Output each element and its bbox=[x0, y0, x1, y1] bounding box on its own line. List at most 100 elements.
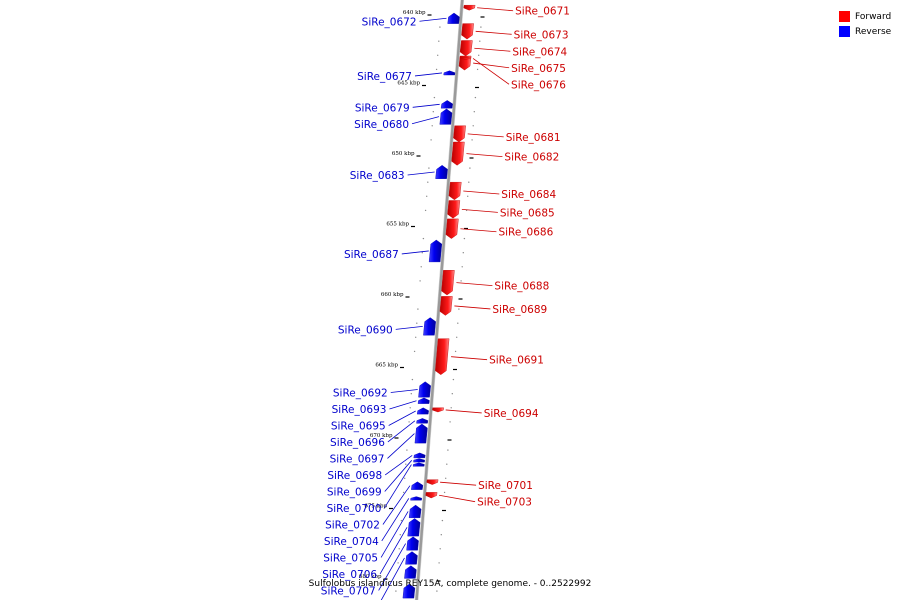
gene-label-sire-0692[interactable]: SiRe_0692 bbox=[333, 387, 388, 399]
gene-arrow-sire-0675[interactable] bbox=[458, 55, 472, 71]
gene-arrow-sire-0702[interactable] bbox=[411, 481, 424, 490]
gene-arrow-sire-0710[interactable] bbox=[402, 583, 416, 599]
gene-label-sire-0690[interactable]: SiRe_0690 bbox=[338, 324, 393, 336]
label-leader-line bbox=[380, 557, 405, 600]
gene-arrow-sire-0683[interactable] bbox=[435, 165, 448, 179]
gene-label-sire-0701[interactable]: SiRe_0701 bbox=[478, 480, 533, 492]
gene-label-sire-0693[interactable]: SiRe_0693 bbox=[332, 404, 387, 416]
gene-arrow-sire-0679[interactable] bbox=[440, 100, 453, 109]
gene-label-sire-0685[interactable]: SiRe_0685 bbox=[500, 207, 555, 219]
gene-label-sire-0700[interactable]: SiRe_0700 bbox=[327, 503, 382, 515]
gene-arrow-sire-0704[interactable] bbox=[410, 496, 423, 501]
gene-arrow-sire-0703[interactable] bbox=[425, 492, 438, 499]
gene-arrow-sire-0708[interactable] bbox=[405, 551, 418, 565]
gene-arrow-sire-0680[interactable] bbox=[439, 108, 453, 125]
gene-label-sire-0707[interactable]: SiRe_0707 bbox=[321, 585, 376, 597]
gene-arrow-sire-0706[interactable] bbox=[407, 518, 421, 537]
minor-tick bbox=[419, 280, 421, 282]
gene-label-sire-0704[interactable]: SiRe_0704 bbox=[324, 536, 379, 548]
gene-label-sire-0695[interactable]: SiRe_0695 bbox=[331, 420, 386, 432]
gene-label-sire-0688[interactable]: SiRe_0688 bbox=[494, 281, 549, 293]
gene-arrow-sire-0690[interactable] bbox=[423, 317, 436, 336]
minor-tick bbox=[415, 336, 417, 338]
minor-tick bbox=[462, 252, 464, 254]
scale-tick: 660 kbp bbox=[381, 292, 463, 300]
minor-tick bbox=[398, 548, 400, 550]
gene-label-sire-0696[interactable]: SiRe_0696 bbox=[330, 437, 385, 449]
gene-arrow-sire-0684[interactable] bbox=[448, 181, 462, 201]
legend-item-forward: Forward bbox=[839, 9, 897, 24]
gene-label-sire-0675[interactable]: SiRe_0675 bbox=[511, 63, 566, 75]
gene-arrow-sire-0709[interactable] bbox=[404, 565, 417, 579]
gene-label-sire-0687[interactable]: SiRe_0687 bbox=[344, 249, 399, 261]
gene-arrow-sire-0672[interactable] bbox=[447, 12, 460, 24]
label-leader-line bbox=[384, 455, 413, 476]
label-leader-line bbox=[407, 171, 435, 176]
gene-label-sire-0681[interactable]: SiRe_0681 bbox=[506, 132, 561, 144]
gene-arrow-sire-0687[interactable] bbox=[428, 239, 443, 263]
gene-arrow-sire-0686[interactable] bbox=[445, 218, 459, 239]
gene-label-sire-0680[interactable]: SiRe_0680 bbox=[354, 119, 409, 131]
gene-arrow-sire-0671[interactable] bbox=[463, 4, 476, 11]
gene-label-sire-0705[interactable]: SiRe_0705 bbox=[323, 552, 378, 564]
gene-arrow-sire-0688[interactable] bbox=[441, 270, 455, 296]
minor-tick bbox=[430, 139, 432, 141]
minor-tick bbox=[439, 548, 441, 550]
gene-label-sire-0691[interactable]: SiRe_0691 bbox=[489, 355, 544, 367]
gene-arrow-sire-0693[interactable] bbox=[417, 397, 430, 404]
gene-label-sire-0686[interactable]: SiRe_0686 bbox=[498, 227, 553, 239]
gene-label-sire-0698[interactable]: SiRe_0698 bbox=[327, 470, 382, 482]
gene-label-sire-0702[interactable]: SiRe_0702 bbox=[325, 519, 380, 531]
gene-arrow-sire-0689[interactable] bbox=[439, 296, 453, 316]
minor-tick bbox=[468, 181, 470, 183]
gene-label-sire-0677[interactable]: SiRe_0677 bbox=[357, 71, 412, 83]
gene-label-sire-0673[interactable]: SiRe_0673 bbox=[514, 29, 569, 41]
gene-arrow-sire-0673[interactable] bbox=[461, 23, 474, 40]
gene-arrow-sire-0695[interactable] bbox=[416, 407, 429, 415]
gene-label-sire-0682[interactable]: SiRe_0682 bbox=[504, 152, 559, 164]
gene-arrow-sire-0692[interactable] bbox=[418, 381, 431, 398]
gene-arrow-sire-0700[interactable] bbox=[412, 462, 425, 467]
gene-arrow-sire-0691[interactable] bbox=[435, 338, 450, 375]
minor-tick bbox=[458, 308, 460, 310]
minor-tick bbox=[461, 266, 463, 268]
label-leader-line bbox=[475, 30, 512, 35]
gene-arrow-sire-0682[interactable] bbox=[451, 141, 465, 166]
gene-arrow-sire-0705[interactable] bbox=[408, 504, 422, 518]
gene-label-sire-0703[interactable]: SiRe_0703 bbox=[477, 497, 532, 509]
gene-label-sire-0694[interactable]: SiRe_0694 bbox=[484, 408, 539, 420]
label-leader-line bbox=[384, 464, 412, 509]
gene-label-sire-0689[interactable]: SiRe_0689 bbox=[492, 304, 547, 316]
gene-label-sire-0674[interactable]: SiRe_0674 bbox=[512, 46, 567, 58]
label-leader-line bbox=[445, 409, 482, 414]
gene-arrow-sire-0674[interactable] bbox=[459, 40, 473, 57]
label-leader-line bbox=[381, 498, 410, 542]
gene-label-sire-0683[interactable]: SiRe_0683 bbox=[350, 170, 405, 182]
gene-label-sire-0699[interactable]: SiRe_0699 bbox=[327, 486, 382, 498]
gene-arrow-sire-0697[interactable] bbox=[414, 423, 428, 444]
scale-tick-label: 670 kbp bbox=[370, 433, 393, 439]
gene-arrow-sire-0681[interactable] bbox=[453, 125, 466, 143]
gene-arrow-sire-0699[interactable] bbox=[413, 458, 425, 463]
gene-arrow-sire-0676[interactable] bbox=[459, 57, 472, 60]
label-leader-line bbox=[440, 481, 477, 486]
gene-arrow-sire-0677[interactable] bbox=[443, 70, 456, 76]
gene-arrow-sire-0685[interactable] bbox=[447, 200, 461, 219]
gene-arrow-sire-0698[interactable] bbox=[413, 452, 426, 459]
gene-label-sire-0684[interactable]: SiRe_0684 bbox=[501, 189, 556, 201]
gene-label-sire-0676[interactable]: SiRe_0676 bbox=[511, 79, 566, 91]
legend-swatch-forward bbox=[839, 11, 850, 22]
gene-label-sire-0671[interactable]: SiRe_0671 bbox=[515, 6, 570, 18]
label-leader-line bbox=[382, 485, 411, 525]
gene-arrow-sire-0696[interactable] bbox=[416, 418, 429, 424]
gene-label-sire-0697[interactable]: SiRe_0697 bbox=[330, 453, 385, 465]
gene-label-sire-0706[interactable]: SiRe_0706 bbox=[322, 569, 377, 581]
label-leader-line bbox=[419, 17, 447, 22]
scale-tick-label: 650 kbp bbox=[392, 151, 415, 157]
gene-arrow-sire-0694[interactable] bbox=[432, 407, 444, 413]
minor-tick bbox=[410, 393, 412, 395]
gene-arrow-sire-0701[interactable] bbox=[426, 479, 439, 485]
gene-arrow-sire-0707[interactable] bbox=[406, 536, 419, 551]
gene-label-sire-0672[interactable]: SiRe_0672 bbox=[362, 16, 417, 28]
gene-label-sire-0679[interactable]: SiRe_0679 bbox=[355, 102, 410, 114]
